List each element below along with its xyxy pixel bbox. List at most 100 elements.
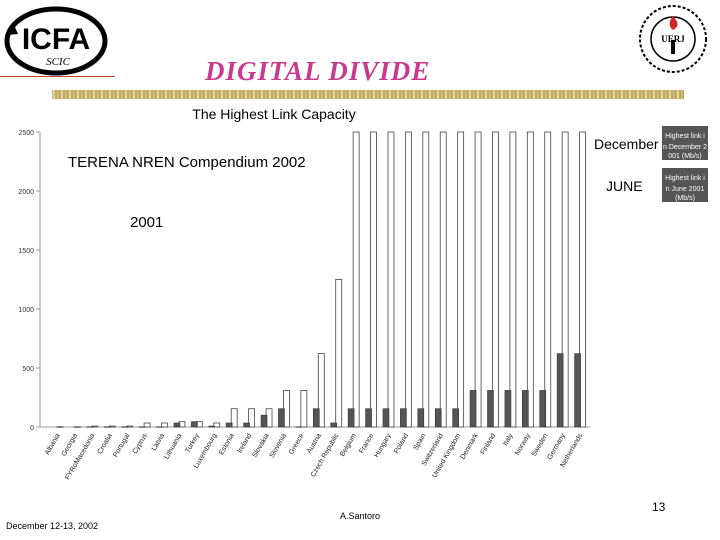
x-tick-label: Croatia bbox=[97, 432, 114, 455]
bar-june bbox=[347, 408, 355, 428]
bar-december bbox=[74, 426, 81, 428]
bar-december bbox=[56, 426, 64, 428]
y-tick-label: 500 bbox=[22, 366, 34, 373]
x-tick-label: Slovenia bbox=[269, 432, 289, 459]
legend-name-june-rest: n June 2001 bbox=[666, 186, 705, 193]
bar-june bbox=[365, 408, 372, 428]
bar-june bbox=[574, 353, 581, 428]
icfa-logo: ICFA SCIC bbox=[4, 5, 108, 77]
legend-name-june: Highest link i bbox=[665, 175, 705, 182]
legend-name-june-end: (Mb/s) bbox=[675, 195, 695, 202]
x-tick-label: Sweden bbox=[531, 432, 550, 457]
logo-underline bbox=[0, 76, 115, 77]
bar-june bbox=[522, 390, 529, 428]
bar-june bbox=[173, 422, 181, 428]
bar-june bbox=[138, 426, 146, 428]
bar-june bbox=[400, 408, 407, 428]
x-tick-label: France bbox=[358, 432, 375, 454]
bar-december bbox=[300, 390, 308, 428]
bar-june bbox=[539, 390, 547, 428]
bar-june bbox=[504, 390, 512, 428]
bar-december bbox=[387, 131, 395, 428]
bar-december bbox=[457, 131, 465, 428]
bar-december bbox=[579, 131, 586, 428]
x-tick-label: Portugal bbox=[112, 432, 131, 458]
bar-june bbox=[469, 390, 477, 428]
bar-december bbox=[230, 408, 238, 428]
seal-text: UERJ bbox=[661, 34, 685, 44]
bar-december bbox=[561, 131, 569, 428]
bar-december bbox=[492, 131, 499, 428]
x-tick-label: Slovakia bbox=[251, 432, 270, 459]
y-tick-label: 1500 bbox=[18, 248, 34, 255]
bar-june bbox=[452, 408, 459, 428]
x-tick-label: Estonia bbox=[218, 432, 236, 456]
bar-december bbox=[544, 131, 552, 428]
decorative-gold-bar bbox=[52, 90, 684, 99]
bar-december bbox=[404, 131, 412, 428]
legend-name-december-rest: n December 2 bbox=[663, 144, 707, 151]
y-tick-label: 0 bbox=[30, 425, 34, 432]
chart-title: The Highest Link Capacity bbox=[192, 106, 356, 122]
bar-december bbox=[161, 422, 168, 428]
bar-june bbox=[191, 421, 198, 428]
bar-june bbox=[260, 414, 268, 428]
bar-december bbox=[370, 131, 377, 428]
footer-author: A.Santoro bbox=[340, 511, 381, 521]
bar-december bbox=[439, 131, 447, 428]
x-tick-label: Poland bbox=[393, 432, 410, 454]
x-tick-label: Belgium bbox=[339, 432, 358, 458]
bar-chart-svg: 05001000150020002500AlbaniaGeorgiaFYRoMa… bbox=[18, 126, 708, 481]
bar-june bbox=[330, 422, 338, 428]
bar-june bbox=[312, 408, 320, 428]
bar-june bbox=[417, 408, 425, 428]
annotation-source: TERENA NREN Compendium 2002 bbox=[68, 154, 306, 171]
bar-december bbox=[248, 408, 256, 428]
bar-december bbox=[422, 131, 430, 428]
x-tick-label: Spain bbox=[413, 432, 428, 451]
annotation-year: 2001 bbox=[130, 214, 164, 231]
x-tick-label: Greece bbox=[288, 432, 306, 455]
bar-june bbox=[556, 353, 564, 428]
legend-swatch-december bbox=[662, 126, 708, 160]
bar-june bbox=[225, 422, 233, 428]
x-tick-label: Ireland bbox=[237, 432, 254, 454]
x-tick-label: Cyprus bbox=[132, 432, 149, 455]
bar-december bbox=[213, 422, 221, 428]
bar-june bbox=[243, 422, 250, 428]
x-tick-label: Turkey bbox=[184, 432, 201, 454]
legend-label-december: December bbox=[594, 136, 659, 152]
bar-chart: 0 500 1000 1500 2000 2500 Albania Georgia FYRoMa… bbox=[0, 118, 720, 498]
x-tick-label: Latvia bbox=[151, 432, 166, 452]
bar-december bbox=[352, 131, 360, 428]
x-tick-label: Georgia bbox=[61, 432, 80, 457]
y-tick-label: 1000 bbox=[18, 307, 34, 314]
bar-december bbox=[474, 131, 482, 428]
x-tick-label: Denmark bbox=[460, 432, 481, 461]
bar-june bbox=[382, 408, 390, 428]
x-tick-label: Albania bbox=[44, 432, 62, 456]
legend-name-december-end: 001 (Mb/s) bbox=[668, 153, 701, 160]
legend-swatch-june bbox=[662, 168, 708, 202]
y-tick-label: 2500 bbox=[18, 130, 34, 137]
bar-june bbox=[86, 426, 94, 428]
uerj-seal: UERJ bbox=[636, 2, 710, 76]
page-title: DIGITAL DIVIDE bbox=[205, 56, 431, 86]
bar-june bbox=[295, 426, 303, 428]
legend-name-december: Highest link i bbox=[665, 133, 705, 140]
bar-december bbox=[509, 131, 517, 428]
y-tick-label: 2000 bbox=[18, 189, 34, 196]
legend-label-june: JUNE bbox=[606, 178, 643, 194]
x-tick-label: Finland bbox=[480, 432, 498, 455]
x-tick-label: Italy bbox=[502, 432, 515, 447]
footer-date: December 12-13, 2002 bbox=[6, 521, 99, 531]
bar-june bbox=[121, 426, 128, 428]
x-tick-label: Hungary bbox=[373, 432, 393, 459]
bar-june bbox=[208, 425, 216, 428]
x-tick-label: Austria bbox=[306, 432, 323, 454]
bar-december bbox=[526, 131, 534, 428]
bar-december bbox=[143, 422, 151, 428]
bar-june bbox=[156, 426, 163, 428]
bar-june bbox=[103, 426, 111, 428]
bar-december bbox=[335, 279, 343, 428]
